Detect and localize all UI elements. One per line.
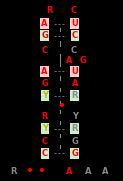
Text: A: A [101,167,108,176]
Text: C: C [42,137,48,146]
Text: C: C [42,149,48,158]
Text: U: U [71,67,78,76]
Text: •: • [25,165,33,178]
Text: C: C [70,46,77,54]
Text: •: • [37,165,45,178]
Text: A: A [71,79,78,88]
Text: A: A [65,56,72,65]
Text: R: R [71,124,78,133]
Text: G: G [41,79,48,88]
Text: G: G [80,56,87,65]
Text: Y: Y [72,112,78,121]
Text: A: A [41,19,48,28]
Text: C: C [70,6,77,15]
Text: A: A [85,167,91,176]
Text: R: R [46,6,53,15]
Text: A: A [41,67,48,76]
Text: Y: Y [42,91,48,100]
Text: G: G [71,149,78,158]
Text: R: R [41,112,48,121]
Text: R: R [71,91,78,100]
Text: •: • [57,100,65,113]
Text: C: C [42,46,48,54]
Text: G: G [41,31,48,40]
Text: A: A [66,167,73,176]
Text: R: R [10,167,17,176]
Text: U: U [71,19,78,28]
Text: Y: Y [42,124,48,133]
Text: G: G [71,137,78,146]
Text: C: C [72,31,78,40]
